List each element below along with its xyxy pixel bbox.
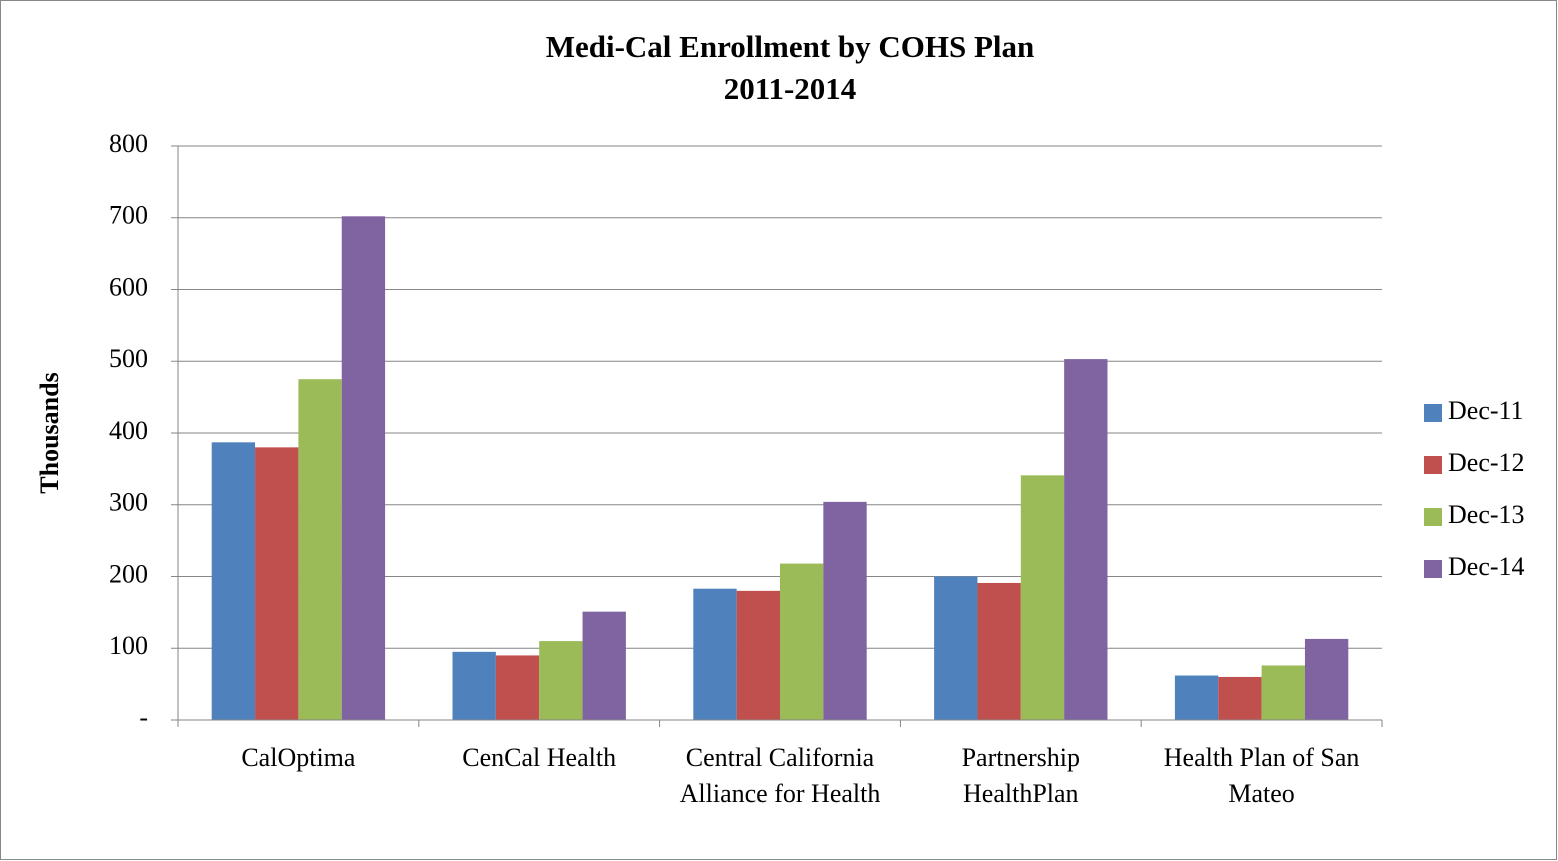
- y-tick-label: -: [139, 703, 148, 732]
- bar: [1304, 638, 1349, 720]
- legend-swatch: [1424, 508, 1442, 526]
- bar: [1174, 675, 1219, 720]
- legend-label: Dec-14: [1448, 552, 1525, 581]
- bar: [693, 588, 737, 720]
- bar: [1261, 665, 1305, 720]
- bar: [298, 379, 342, 720]
- x-tick-label: Partnership HealthPlan: [961, 743, 1080, 808]
- bar: [780, 563, 824, 720]
- x-tick-label: CenCal Health: [462, 743, 617, 772]
- chart-title: Medi-Cal Enrollment by COHS Plan: [546, 29, 1035, 64]
- bar: [211, 442, 256, 720]
- bar: [582, 611, 626, 720]
- legend-swatch: [1424, 456, 1442, 474]
- chart-subtitle: 2011-2014: [724, 71, 857, 106]
- legend-label: Dec-11: [1448, 396, 1524, 425]
- y-tick-label: 600: [109, 272, 148, 301]
- y-tick-label: 100: [109, 631, 148, 660]
- bar: [1020, 475, 1065, 720]
- bar: [977, 582, 1021, 720]
- y-axis-title: Thousands: [35, 372, 64, 493]
- x-tick-label: Health Plan of San Mateo: [1163, 743, 1360, 808]
- y-tick-label: 700: [109, 201, 148, 230]
- y-tick-label: 300: [109, 488, 148, 517]
- legend-swatch: [1424, 560, 1442, 578]
- bar: [495, 655, 540, 720]
- x-tick-label: CalOptima: [241, 743, 356, 772]
- y-tick-label: 200: [109, 559, 148, 588]
- y-tick-label: 500: [109, 344, 148, 373]
- legend-label: Dec-13: [1448, 500, 1525, 529]
- bar: [341, 216, 386, 720]
- legend-swatch: [1424, 404, 1442, 422]
- bar: [934, 576, 978, 720]
- legend-label: Dec-12: [1448, 448, 1525, 477]
- bar: [452, 651, 496, 720]
- bar: [1064, 359, 1108, 720]
- bar: [1218, 676, 1262, 720]
- bar: [823, 501, 867, 720]
- bar: [736, 590, 780, 720]
- x-tick-label: Central California Alliance for Health: [679, 743, 881, 808]
- bar: [539, 641, 583, 720]
- bar: [255, 447, 299, 720]
- y-tick-label: 800: [109, 129, 148, 158]
- y-tick-label: 400: [109, 416, 148, 445]
